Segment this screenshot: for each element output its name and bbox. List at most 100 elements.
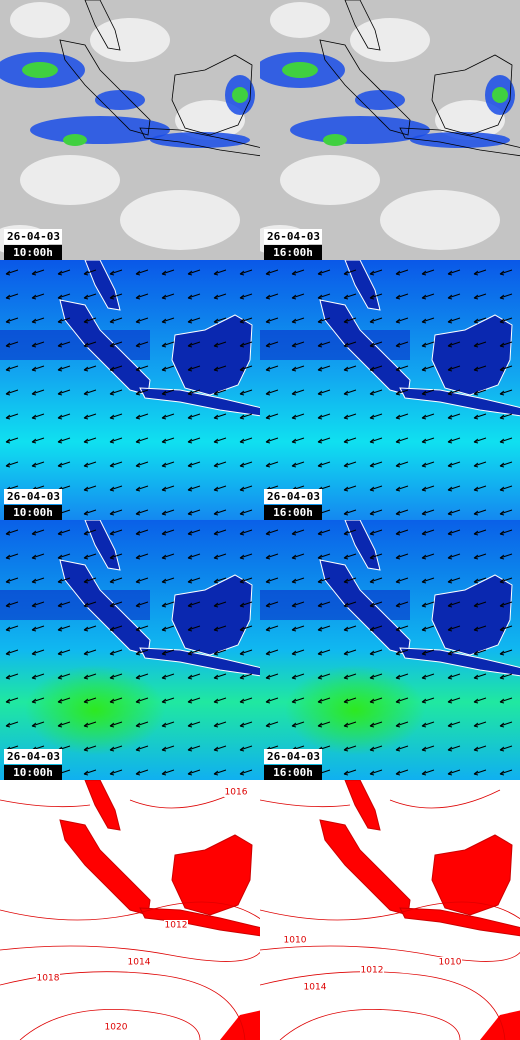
date-box — [264, 489, 322, 504]
cloud-clear — [90, 18, 170, 62]
isobar — [389, 789, 501, 809]
cloud-clear — [10, 2, 70, 38]
isobar — [279, 1009, 461, 1040]
time-label: 10:00h — [13, 506, 53, 519]
map-panel: 1010 1012 1014 1010 — [260, 780, 520, 1040]
wind-arrows — [0, 260, 260, 520]
isobar — [260, 971, 506, 1040]
heavy-rain — [492, 87, 508, 103]
land — [399, 907, 520, 937]
contour-label: 1014 — [128, 958, 151, 968]
contour-label: 1018 — [37, 974, 60, 984]
map-panel: 26-04-03 10:00h — [0, 520, 260, 780]
heavy-rain — [232, 87, 248, 103]
map-panel: 1016 1012 1014 1018 1020 — [0, 780, 260, 1040]
coastline — [319, 39, 411, 136]
contour-label: 1016 — [225, 788, 248, 798]
cloud-clear — [380, 190, 500, 250]
date-label: 26-04-03 — [7, 490, 60, 503]
coastline — [84, 0, 121, 51]
coastline — [171, 54, 253, 136]
rain-area — [95, 90, 145, 110]
heavy-rain — [22, 62, 58, 78]
date-box — [4, 749, 62, 764]
map-layer — [260, 520, 520, 780]
date-label: 26-04-03 — [267, 230, 320, 243]
time-box — [4, 505, 62, 520]
wind-arrows — [260, 260, 520, 520]
heavy-rain — [282, 62, 318, 78]
land — [344, 780, 381, 831]
isobar — [260, 799, 351, 808]
map-layer — [0, 260, 260, 520]
time-label: 10:00h — [13, 246, 53, 259]
land — [84, 780, 121, 831]
land — [480, 1010, 520, 1040]
coastline — [344, 0, 381, 51]
isobar — [19, 1009, 201, 1040]
map-panel: 26-04-03 10:00h — [0, 260, 260, 520]
map-layer — [260, 260, 520, 520]
map-panel: 26-04-03 16:00h — [260, 260, 520, 520]
date-label: 26-04-03 — [7, 750, 60, 763]
contour-label-bg — [303, 982, 327, 992]
time-box — [264, 245, 322, 260]
cloud-clear — [270, 2, 330, 38]
contour-label-bg — [164, 920, 188, 930]
coastline — [139, 127, 260, 157]
date-box — [4, 229, 62, 244]
contour-label-bg — [36, 973, 60, 983]
contour-label: 1012 — [165, 921, 188, 931]
map-panel: 26-04-03 10:00h — [0, 0, 260, 260]
land — [139, 907, 260, 937]
wind-arrows — [0, 520, 260, 780]
contour-label: 1010 — [439, 958, 462, 968]
rain-area — [150, 132, 250, 148]
map-layer: 1010 1012 1014 1010 — [260, 780, 520, 1040]
map-layer — [0, 520, 260, 780]
contour-label-bg — [224, 787, 248, 797]
cloud-clear — [280, 155, 380, 205]
map-layer — [0, 0, 260, 260]
date-label: 26-04-03 — [267, 490, 320, 503]
time-label: 16:00h — [273, 506, 313, 519]
date-label: 26-04-03 — [267, 750, 320, 763]
land — [431, 834, 513, 916]
isobar — [0, 799, 91, 808]
isobar — [260, 901, 520, 921]
time-box — [4, 245, 62, 260]
rain-area — [355, 90, 405, 110]
time-box — [4, 765, 62, 780]
heavy-rain — [323, 134, 347, 146]
map-layer: 1016 1012 1014 1018 1020 — [0, 780, 260, 1040]
date-box — [264, 749, 322, 764]
map-panel: 26-04-03 16:00h — [260, 520, 520, 780]
time-label: 16:00h — [273, 766, 313, 779]
map-panel: 26-04-03 16:00h — [260, 0, 520, 260]
map-layer — [260, 0, 520, 260]
date-box — [264, 229, 322, 244]
contour-label: 1010 — [284, 936, 307, 946]
contour-label-bg — [360, 965, 384, 975]
contour-label: 1014 — [304, 983, 327, 993]
contour-label-bg — [104, 1022, 128, 1032]
contour-label-bg — [438, 957, 462, 967]
date-box — [4, 489, 62, 504]
contour-label-bg — [127, 957, 151, 967]
time-box — [264, 765, 322, 780]
coastline — [399, 127, 520, 157]
date-label: 26-04-03 — [7, 230, 60, 243]
contour-label: 1012 — [361, 966, 384, 976]
time-label: 16:00h — [273, 246, 313, 259]
contour-label-bg — [283, 935, 307, 945]
time-label: 10:00h — [13, 766, 53, 779]
coastline — [59, 39, 151, 136]
wind-arrows — [260, 520, 520, 780]
land — [220, 1010, 260, 1040]
rain-area — [410, 132, 510, 148]
heavy-rain — [63, 134, 87, 146]
isobar — [0, 901, 260, 921]
cloud-clear — [350, 18, 430, 62]
isobar — [260, 945, 520, 962]
